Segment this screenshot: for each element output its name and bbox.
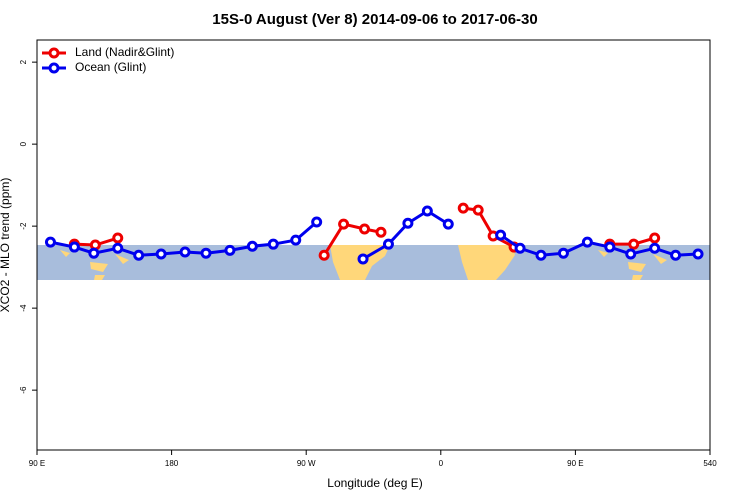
legend-label: Land (Nadir&Glint): [75, 45, 174, 59]
map-band: [37, 245, 710, 280]
chart-title: 15S-0 August (Ver 8) 2014-09-06 to 2017-…: [212, 11, 537, 28]
data-point: [224, 244, 236, 256]
data-point: [604, 241, 616, 253]
data-point: [402, 217, 414, 229]
data-point: [581, 236, 593, 248]
y-axis-label: XCO2 - MLO trend (ppm): [0, 178, 12, 313]
data-point: [89, 239, 101, 251]
y-tick-label: -6: [19, 386, 28, 394]
data-point: [457, 202, 469, 214]
data-point: [382, 238, 394, 250]
data-point: [692, 248, 704, 260]
y-tick-label: 2: [19, 59, 28, 64]
data-point: [628, 238, 640, 250]
plot-frame: [36, 39, 711, 451]
data-point: [155, 248, 167, 260]
data-point: [200, 247, 212, 259]
data-point: [670, 249, 682, 261]
y-tick-label: 0: [19, 141, 28, 146]
data-point: [421, 205, 433, 217]
x-tick-label: 90 E: [29, 459, 45, 468]
data-point: [179, 246, 191, 258]
data-point: [267, 238, 279, 250]
data-point: [359, 223, 371, 235]
legend-label: Ocean (Glint): [75, 60, 146, 74]
data-point: [112, 232, 124, 244]
data-point: [625, 248, 637, 260]
x-tick-label: 90 W: [297, 459, 316, 468]
y-tick-label: -4: [19, 304, 28, 312]
data-point: [649, 232, 661, 244]
y-tick-label: -2: [19, 222, 28, 230]
x-tick-label: 0: [439, 459, 444, 468]
data-point: [246, 240, 258, 252]
data-point: [318, 249, 330, 261]
x-axis-label: Longitude (deg E): [327, 476, 422, 490]
data-point: [311, 216, 323, 228]
data-point: [649, 242, 661, 254]
data-point: [290, 234, 302, 246]
data-point: [535, 249, 547, 261]
data-point: [357, 253, 369, 265]
data-point: [557, 247, 569, 259]
data-point: [442, 218, 454, 230]
data-point: [338, 218, 350, 230]
x-tick-label: 540: [703, 459, 717, 468]
data-point: [44, 236, 56, 248]
data-point: [112, 242, 124, 254]
data-point: [495, 229, 507, 241]
legend-marker: [48, 62, 60, 74]
data-point: [375, 226, 387, 238]
data-point: [133, 249, 145, 261]
data-point: [68, 241, 80, 253]
x-tick-label: 90 E: [567, 459, 583, 468]
data-point: [88, 247, 100, 259]
data-point: [472, 204, 484, 216]
x-tick-label: 180: [165, 459, 179, 468]
legend-marker: [48, 47, 60, 59]
data-point: [514, 242, 526, 254]
